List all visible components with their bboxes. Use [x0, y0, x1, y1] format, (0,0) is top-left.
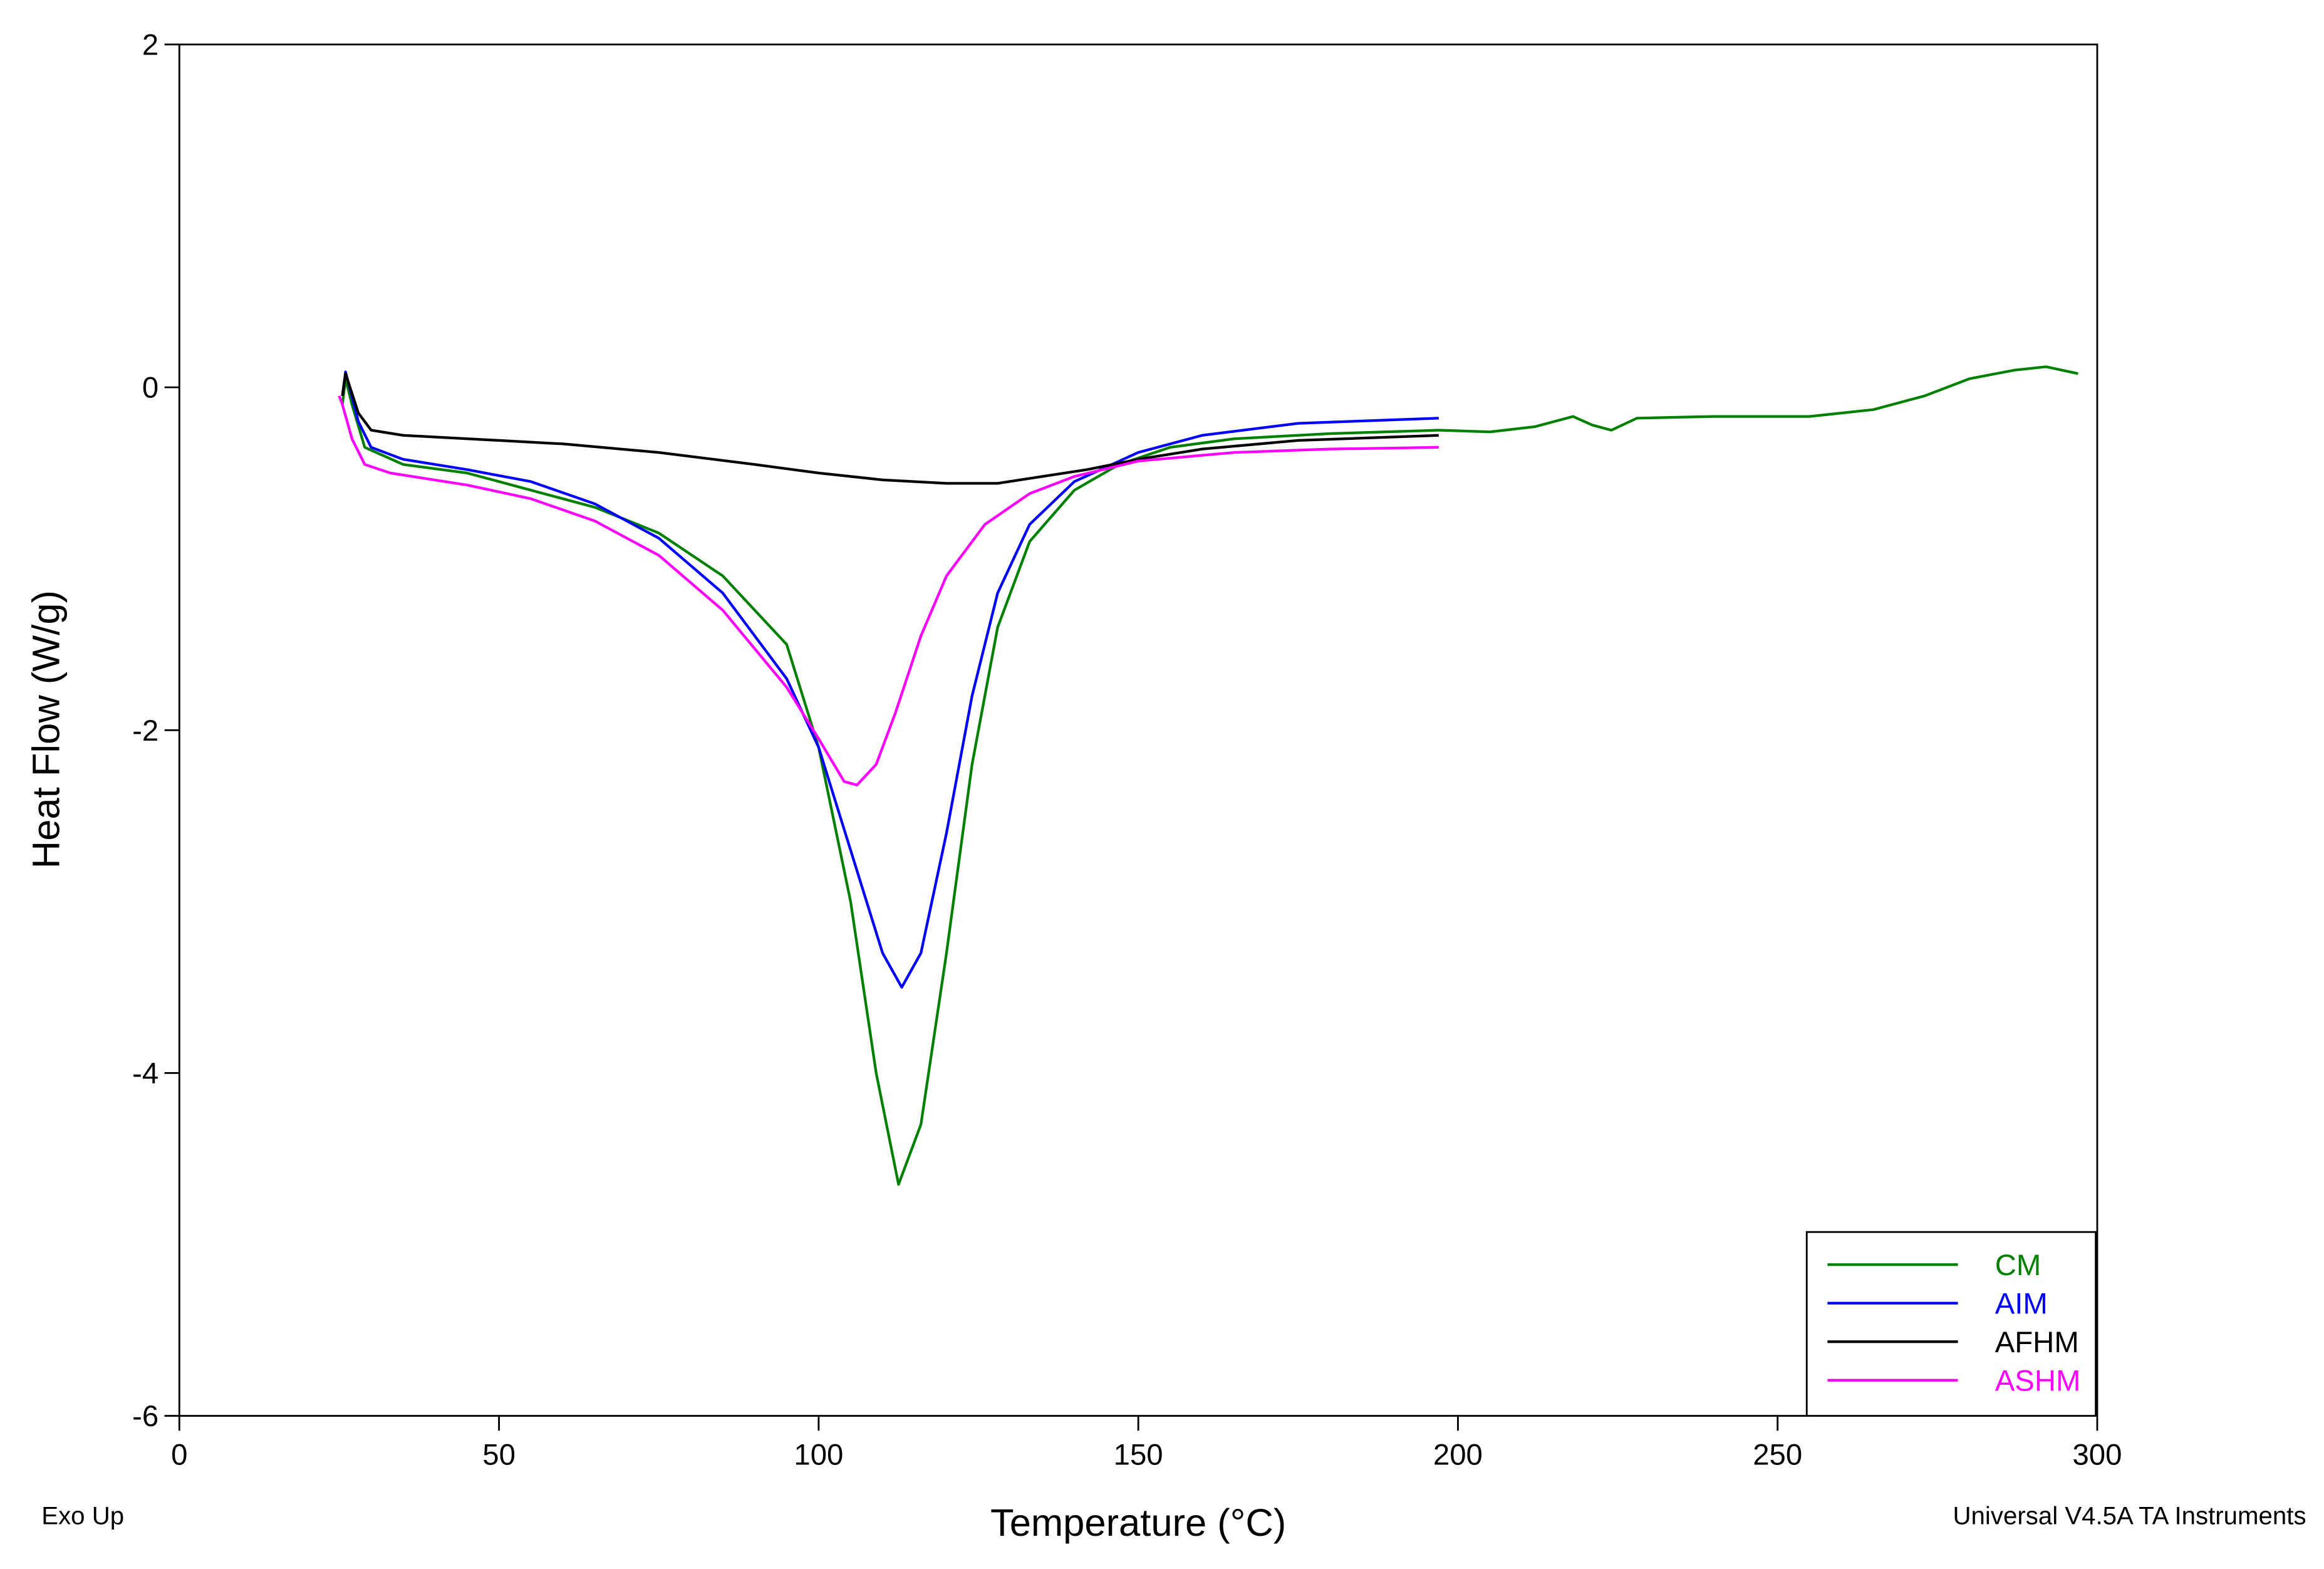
legend-label: ASHM: [1995, 1364, 2081, 1397]
y-tick-label: -4: [132, 1057, 158, 1090]
legend-label: AIM: [1995, 1287, 2048, 1320]
footer-left: Exo Up: [41, 1501, 124, 1530]
y-tick-label: -2: [132, 714, 158, 748]
y-tick-label: -6: [132, 1400, 158, 1433]
x-tick-label: 0: [171, 1439, 187, 1472]
plot-frame: [178, 43, 2098, 1417]
legend-label: AFHM: [1995, 1326, 2079, 1359]
x-tick-label: 300: [2073, 1439, 2122, 1472]
series-line: [338, 395, 1439, 786]
legend-label: CM: [1995, 1249, 2041, 1282]
y-tick-label: 2: [142, 29, 158, 62]
x-axis-label: Temperature (°C): [990, 1501, 1286, 1545]
y-tick-label: 0: [142, 372, 158, 405]
x-tick-label: 50: [482, 1439, 516, 1472]
x-tick-label: 150: [1114, 1439, 1163, 1472]
footer-right: Universal V4.5A TA Instruments: [1953, 1501, 2306, 1530]
legend-box: [1805, 1231, 2097, 1417]
series-line: [341, 372, 1439, 485]
series-line: [341, 365, 2078, 1186]
series-line: [341, 370, 1439, 989]
x-tick-label: 250: [1753, 1439, 1802, 1472]
x-tick-label: 100: [794, 1439, 843, 1472]
y-axis-label: Heat Flow (W/g): [25, 590, 68, 868]
x-tick-label: 200: [1433, 1439, 1483, 1472]
